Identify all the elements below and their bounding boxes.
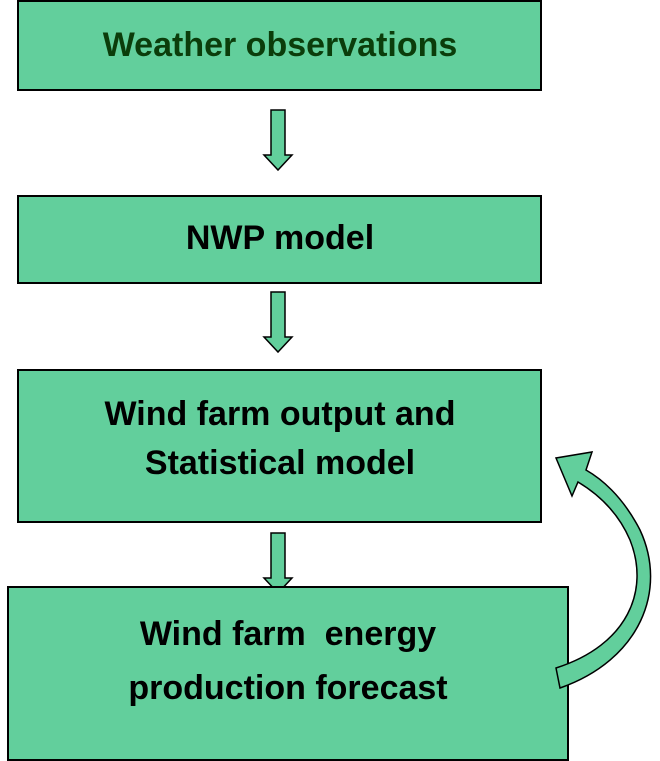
down-arrow <box>262 532 294 595</box>
node-box <box>17 195 542 284</box>
node-label: NWP model <box>186 219 374 257</box>
node-label: Weather observations <box>103 26 458 64</box>
node-label: Statistical model <box>145 444 415 482</box>
node-box <box>17 369 542 523</box>
down-arrow <box>262 291 294 354</box>
node-label: Wind farm energy <box>140 615 436 653</box>
node-label: Wind farm output and <box>105 395 456 433</box>
node-box <box>17 0 542 91</box>
feedback-arrow <box>554 451 652 689</box>
down-arrow <box>262 109 294 172</box>
node-label: production forecast <box>128 669 447 707</box>
node-box <box>7 586 569 761</box>
